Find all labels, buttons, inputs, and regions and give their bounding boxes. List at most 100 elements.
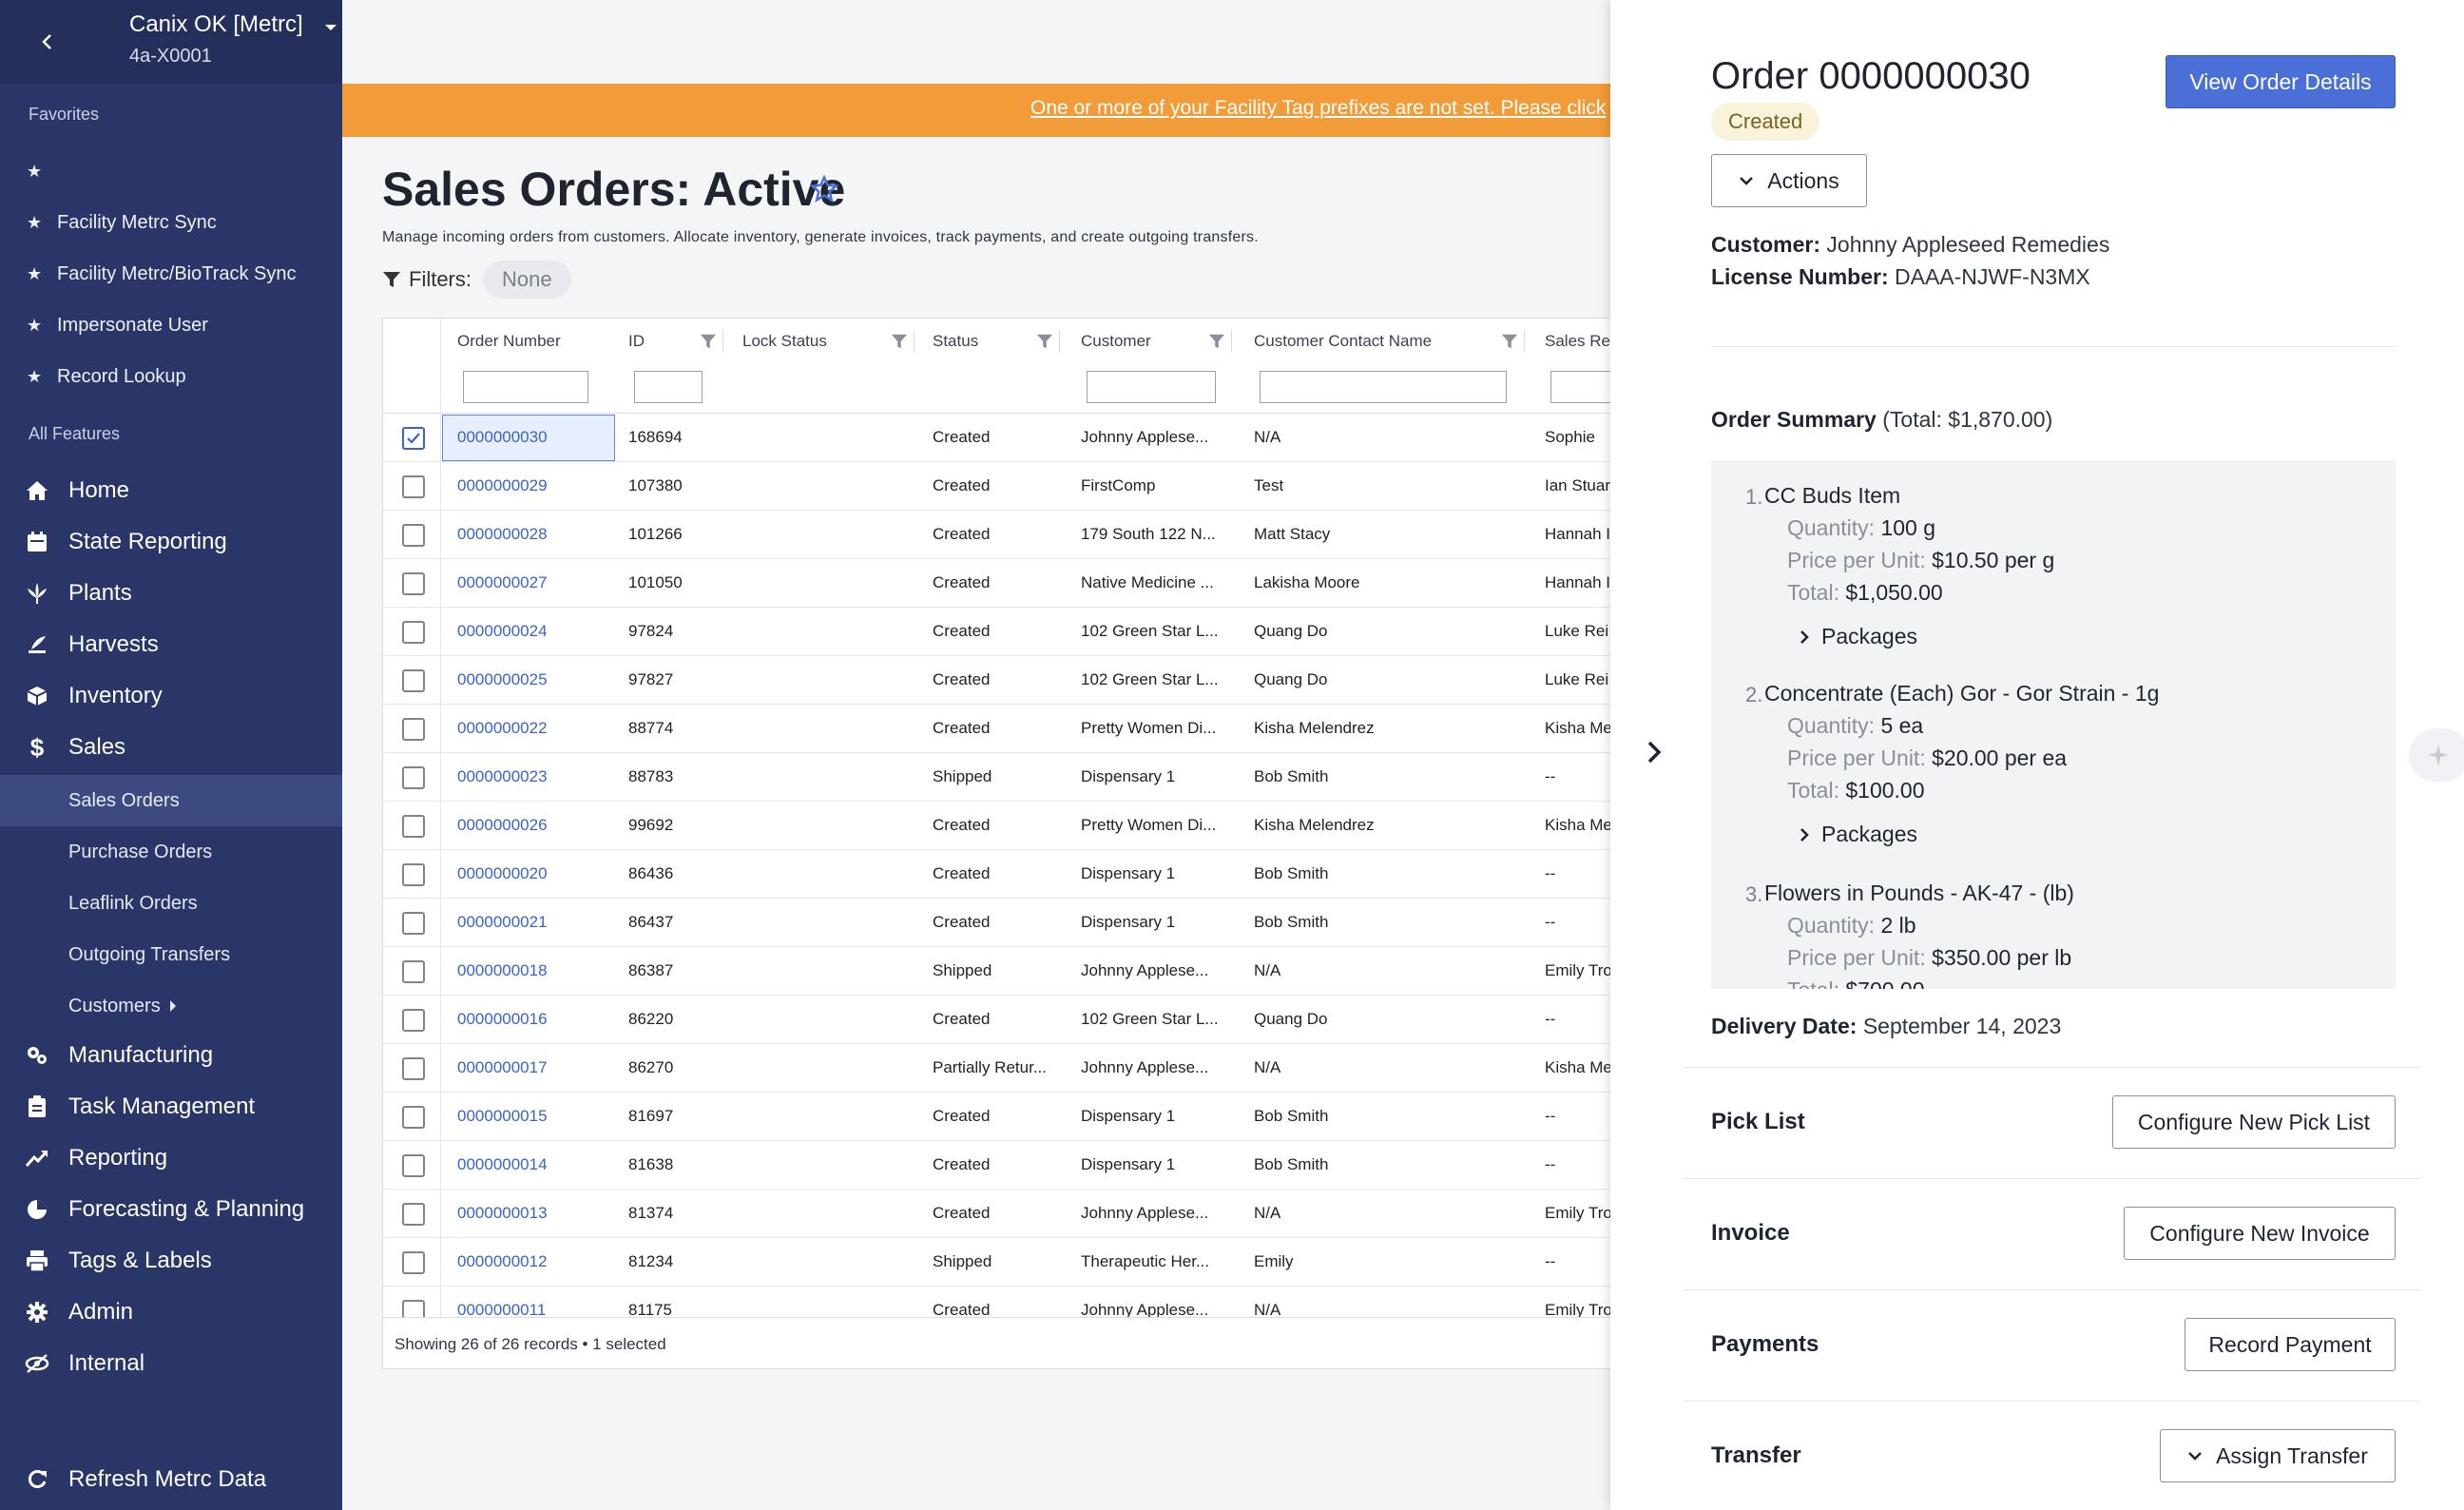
table-row[interactable]: 0000000027 101050 Created Native Medicine .… xyxy=(383,559,1615,608)
row-checkbox[interactable] xyxy=(402,621,425,644)
table-row[interactable]: 0000000015 81697 Created Dispensary 1 Bob Sm… xyxy=(383,1093,1615,1141)
nav-refresh-metrc[interactable]: Refresh Metrc Data xyxy=(23,1459,337,1500)
col-sales-rep[interactable]: Sales Re xyxy=(1545,332,1610,350)
filter-icon[interactable] xyxy=(891,333,908,350)
nav-home[interactable]: Home xyxy=(23,470,337,512)
configure-invoice-button[interactable]: Configure New Invoice xyxy=(2124,1207,2396,1260)
order-number-link[interactable]: 0000000025 xyxy=(457,670,548,688)
col-id[interactable]: ID xyxy=(628,332,645,350)
collapse-panel-button[interactable] xyxy=(1645,740,1664,769)
id-filter-input[interactable] xyxy=(634,371,703,403)
order-number-link[interactable]: 0000000017 xyxy=(457,1058,548,1076)
order-number-link[interactable]: 0000000026 xyxy=(457,816,548,834)
row-checkbox[interactable] xyxy=(402,1203,425,1226)
order-number-link[interactable]: 0000000020 xyxy=(457,864,548,882)
sidebar-item-purchase-orders[interactable]: Purchase Orders xyxy=(68,841,213,862)
back-button[interactable] xyxy=(29,23,67,61)
ai-assistant-button[interactable] xyxy=(2409,728,2464,782)
col-order-number[interactable]: Order Number xyxy=(457,332,561,350)
nav-manufacturing[interactable]: Manufacturing xyxy=(23,1035,337,1076)
packages-toggle[interactable]: Packages xyxy=(1799,624,1917,649)
table-row[interactable]: 0000000024 97824 Created 102 Green Star L..… xyxy=(383,608,1615,656)
favorite-item-biotrack-sync[interactable]: ★ Facility Metrc/BioTrack Sync xyxy=(27,262,297,284)
col-lock-status[interactable]: Lock Status xyxy=(742,332,827,350)
table-row[interactable]: 0000000030 168694 Created Johnny Applese...… xyxy=(383,414,1615,462)
table-row[interactable]: 0000000018 86387 Shipped Johnny Applese... N… xyxy=(383,947,1615,996)
order-number-link[interactable]: 0000000016 xyxy=(457,1010,548,1028)
row-checkbox[interactable] xyxy=(402,1057,425,1080)
row-checkbox[interactable] xyxy=(402,815,425,838)
nav-inventory[interactable]: Inventory xyxy=(23,675,337,717)
favorite-item-facility-metrc-sync[interactable]: ★ Facility Metrc Sync xyxy=(27,211,217,233)
column-divider[interactable] xyxy=(1524,330,1525,353)
favorite-item-impersonate-user[interactable]: ★ Impersonate User xyxy=(27,314,208,336)
packages-toggle[interactable]: Packages xyxy=(1799,822,1917,847)
nav-sales[interactable]: $ Sales xyxy=(23,726,337,768)
row-checkbox[interactable] xyxy=(402,669,425,692)
row-checkbox[interactable] xyxy=(402,1251,425,1274)
sidebar-item-outgoing-transfers[interactable]: Outgoing Transfers xyxy=(68,943,231,965)
filter-icon[interactable] xyxy=(1036,333,1053,350)
row-checkbox[interactable] xyxy=(402,475,425,498)
nav-internal[interactable]: Internal xyxy=(23,1343,337,1384)
nav-forecasting[interactable]: Forecasting & Planning xyxy=(23,1189,337,1230)
table-row[interactable]: 0000000025 97827 Created 102 Green Star L..… xyxy=(383,656,1615,705)
actions-button[interactable]: Actions xyxy=(1711,154,1867,207)
contact-filter-input[interactable] xyxy=(1260,371,1507,403)
column-divider[interactable] xyxy=(1059,330,1060,353)
row-checkbox[interactable] xyxy=(402,960,425,983)
sales-rep-filter-input[interactable] xyxy=(1550,371,1615,403)
favorite-star-icon[interactable] xyxy=(809,174,839,208)
row-checkbox[interactable] xyxy=(402,912,425,935)
sidebar-item-leaflink-orders[interactable]: Leaflink Orders xyxy=(68,892,198,914)
view-order-details-button[interactable]: View Order Details xyxy=(2166,55,2396,108)
order-number-link[interactable]: 0000000013 xyxy=(457,1204,548,1222)
order-number-link[interactable]: 0000000023 xyxy=(457,767,548,785)
row-checkbox[interactable] xyxy=(402,766,425,789)
table-row[interactable]: 0000000021 86437 Created Dispensary 1 Bob Sm… xyxy=(383,899,1615,947)
nav-admin[interactable]: Admin xyxy=(23,1291,337,1333)
table-row[interactable]: 0000000017 86270 Partially Retur... Johnny … xyxy=(383,1044,1615,1093)
sidebar-item-sales-orders[interactable]: Sales Orders xyxy=(68,789,180,811)
order-number-link[interactable]: 0000000018 xyxy=(457,961,548,979)
order-number-link[interactable]: 0000000012 xyxy=(457,1252,548,1270)
row-checkbox[interactable] xyxy=(402,718,425,741)
table-row[interactable]: 0000000026 99692 Created Pretty Women Di...… xyxy=(383,802,1615,850)
table-row[interactable]: 0000000013 81374 Created Johnny Applese... N… xyxy=(383,1190,1615,1238)
order-number-link[interactable]: 0000000028 xyxy=(457,525,548,543)
order-number-link[interactable]: 0000000022 xyxy=(457,719,548,737)
row-checkbox[interactable] xyxy=(402,1009,425,1032)
table-row[interactable]: 0000000023 88783 Shipped Dispensary 1 Bob Sm… xyxy=(383,753,1615,802)
facility-name[interactable]: Canix OK [Metrc] xyxy=(129,11,303,37)
record-payment-button[interactable]: Record Payment xyxy=(2185,1318,2396,1371)
favorite-item[interactable]: ★ xyxy=(27,154,57,188)
customer-filter-input[interactable] xyxy=(1087,371,1216,403)
caret-down-icon[interactable] xyxy=(323,21,338,38)
nav-plants[interactable]: Plants xyxy=(23,572,337,614)
filter-icon[interactable] xyxy=(1208,333,1225,350)
order-number-filter-input[interactable] xyxy=(463,371,588,403)
column-divider[interactable] xyxy=(1231,330,1232,353)
order-number-link[interactable]: 0000000011 xyxy=(457,1301,547,1319)
table-row[interactable]: 0000000016 86220 Created 102 Green Star L..… xyxy=(383,996,1615,1044)
favorite-item-record-lookup[interactable]: ★ Record Lookup xyxy=(27,365,186,387)
row-checkbox[interactable] xyxy=(402,427,425,450)
order-summary-list[interactable]: 1. CC Buds Item Quantity: 100 g Price pe… xyxy=(1711,460,2396,989)
column-divider[interactable] xyxy=(722,330,723,353)
table-row[interactable]: 0000000029 107380 Created FirstComp Test Ian … xyxy=(383,462,1615,511)
order-number-link[interactable]: 0000000014 xyxy=(457,1155,548,1173)
order-number-link[interactable]: 0000000030 xyxy=(457,428,548,446)
sidebar-item-customers[interactable]: Customers xyxy=(68,987,178,1025)
col-customer-contact[interactable]: Customer Contact Name xyxy=(1254,332,1433,350)
filters-chip[interactable]: None xyxy=(483,261,571,299)
nav-task-management[interactable]: Task Management xyxy=(23,1086,337,1128)
row-checkbox[interactable] xyxy=(402,524,425,547)
filter-icon[interactable] xyxy=(700,333,717,350)
filter-icon[interactable] xyxy=(1501,333,1518,350)
table-row[interactable]: 0000000012 81234 Shipped Therapeutic Her...… xyxy=(383,1238,1615,1287)
order-number-link[interactable]: 0000000021 xyxy=(457,913,548,931)
order-number-link[interactable]: 0000000027 xyxy=(457,573,548,591)
row-checkbox[interactable] xyxy=(402,1106,425,1129)
nav-reporting[interactable]: Reporting xyxy=(23,1137,337,1179)
banner-link[interactable]: One or more of your Facility Tag prefixe… xyxy=(1030,97,1607,119)
